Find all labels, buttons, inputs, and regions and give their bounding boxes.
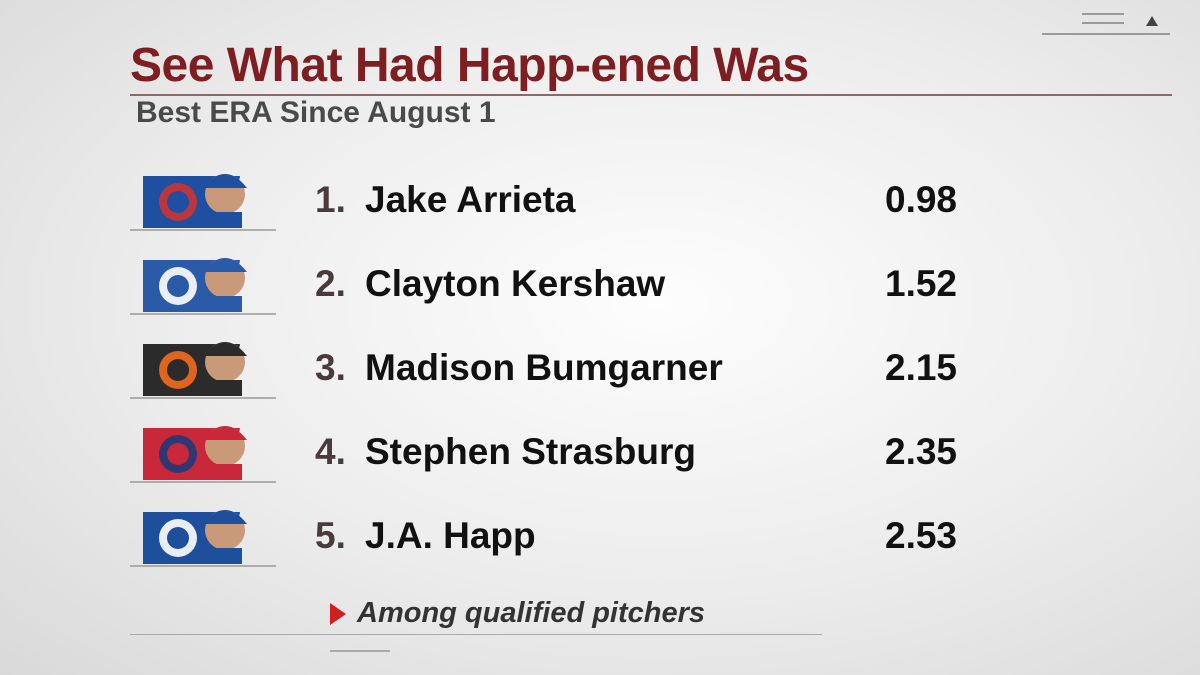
player-name: Jake Arrieta	[365, 179, 576, 220]
era: 2.15	[885, 347, 958, 388]
rank: 1.	[315, 179, 346, 220]
team-logo	[130, 174, 276, 231]
bullet	[330, 603, 346, 625]
rule	[130, 94, 1172, 96]
player-name: Madison Bumgarner	[365, 347, 723, 388]
player-name: Stephen Strasburg	[365, 431, 696, 472]
decor	[1082, 13, 1124, 15]
team-logo	[130, 258, 276, 315]
subtitle: Best ERA Since August 1	[136, 96, 496, 129]
era: 0.98	[885, 179, 958, 220]
rank: 4.	[315, 431, 346, 472]
team-logo	[130, 426, 276, 483]
rank: 2.	[315, 263, 346, 304]
footnote: Among qualified pitchers	[357, 597, 706, 629]
era: 1.52	[885, 263, 958, 304]
decor	[130, 634, 822, 635]
player-name: Clayton Kershaw	[365, 263, 666, 304]
decor	[1042, 33, 1170, 35]
decor	[1146, 16, 1158, 26]
team-logo	[130, 510, 276, 567]
decor	[1082, 22, 1124, 24]
decor	[330, 650, 390, 652]
rank: 3.	[315, 347, 346, 388]
era: 2.35	[885, 431, 958, 472]
rank: 5.	[315, 515, 346, 556]
team-logo	[130, 342, 276, 399]
player-name: J.A. Happ	[365, 515, 536, 556]
title: See What Had Happ-ened Was	[130, 39, 809, 92]
era: 2.53	[885, 515, 958, 556]
